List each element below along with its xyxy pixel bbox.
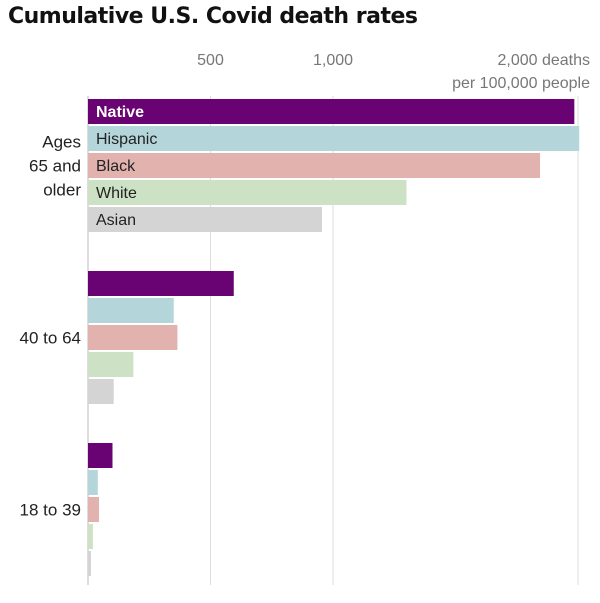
x-tick-label: 2,000 deaths [497,52,590,69]
bar [88,298,174,323]
bar-series-label: Black [96,158,136,175]
bar [88,470,98,495]
bar-series-label: White [96,185,137,202]
bar-series-label: Hispanic [96,131,157,148]
group-label: 40 to 64 [20,329,81,348]
group-label: 18 to 39 [20,501,81,520]
bar-series-label: Asian [96,212,136,229]
bar [88,325,178,350]
bar [88,99,575,124]
bar [88,180,407,205]
bar [88,126,580,151]
x-tick-label: 500 [197,52,224,69]
bar [88,524,93,549]
x-tick-sublabel: per 100,000 people [452,75,590,92]
group-label: older [43,181,81,200]
bar [88,443,113,468]
group-label: Ages [42,133,81,152]
bar [88,551,91,576]
bar [88,153,541,178]
x-tick-label: 1,000 [313,52,353,69]
bar [88,379,114,404]
bar [88,497,100,522]
bar-series-label: Native [96,104,144,121]
bar [88,271,234,296]
bar [88,207,322,232]
group-label: 65 and [29,157,81,176]
bar [88,352,134,377]
chart-title: Cumulative U.S. Covid death rates [8,4,418,29]
